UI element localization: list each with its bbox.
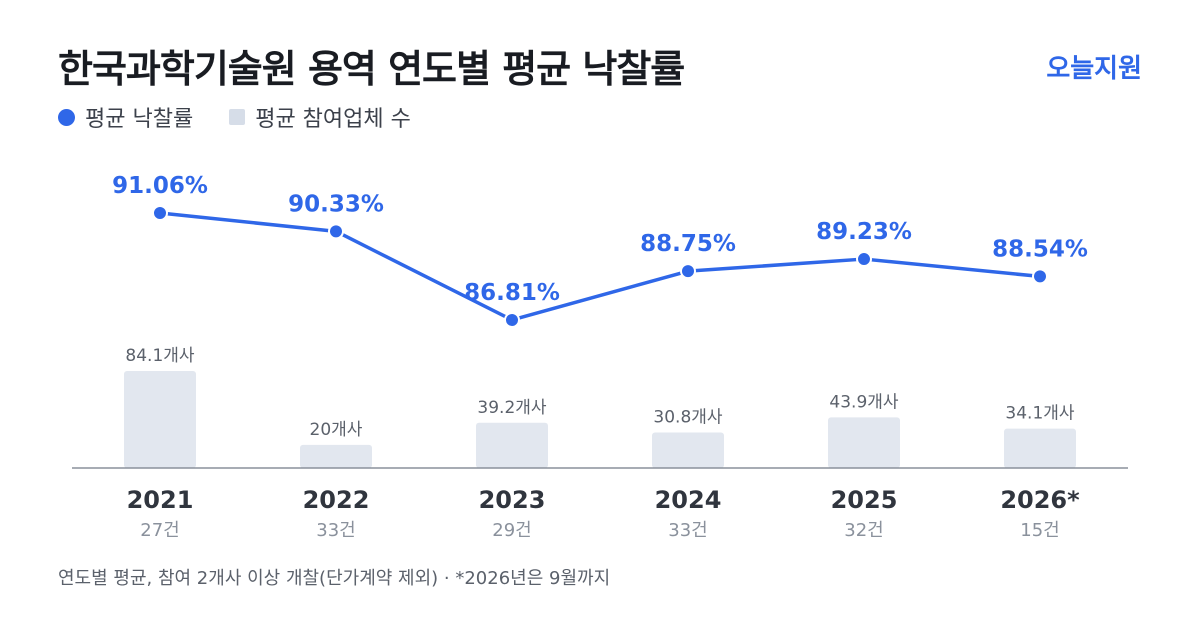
legend: 평균 낙찰률 평균 참여업체 수: [58, 101, 411, 133]
rate-value-label: 90.33%: [288, 191, 384, 217]
x-tick-label: 2024: [655, 486, 722, 514]
bar-value-label: 20개사: [310, 420, 363, 440]
count-label: 15건: [1020, 520, 1059, 541]
rate-point: [1032, 268, 1048, 285]
x-tick-label: 2025: [831, 486, 898, 514]
x-tick-label: 2021: [127, 486, 194, 514]
bar: [124, 371, 196, 468]
count-label: 33건: [316, 520, 355, 541]
count-label: 33건: [668, 520, 707, 541]
rate-point: [680, 263, 696, 280]
bar: [300, 444, 372, 468]
legend-item-bidders: 평균 참여업체 수: [229, 101, 411, 133]
bar-value-label: 30.8개사: [653, 407, 722, 427]
rate-value-label: 88.54%: [992, 236, 1088, 262]
count-label: 32건: [844, 520, 883, 541]
bar-value-label: 34.1개사: [1005, 404, 1074, 424]
bar: [1004, 428, 1076, 468]
rate-value-label: 88.75%: [640, 231, 736, 257]
legend-dot-icon: [58, 108, 75, 126]
rate-point: [856, 251, 872, 268]
bar: [652, 432, 724, 468]
rate-point: [152, 205, 168, 221]
rate-value-label: 89.23%: [816, 219, 912, 245]
footnote: 연도별 평균, 참여 2개사 이상 개찰(단가계약 제외) · *2026년은 …: [58, 568, 611, 589]
brand-logo[interactable]: 오늘지원: [1046, 54, 1142, 84]
x-tick-label: 2026*: [1000, 486, 1080, 514]
x-tick-label: 2022: [303, 486, 370, 514]
rate-line: [158, 211, 1042, 322]
rate-value-label: 91.06%: [112, 173, 208, 199]
bar-value-label: 43.9개사: [829, 392, 898, 412]
count-label: 27건: [140, 520, 179, 541]
count-label: 29건: [492, 520, 531, 541]
x-tick-label: 2023: [479, 486, 546, 514]
bar: [828, 417, 900, 468]
legend-item-rate: 평균 낙찰률: [58, 101, 193, 133]
bar: [476, 422, 548, 468]
rate-point: [328, 223, 344, 240]
legend-label-bidders: 평균 참여업체 수: [255, 107, 411, 132]
chart-title: 한국과학기술원 용역 연도별 평균 낙찰률: [58, 47, 685, 91]
legend-label-rate: 평균 낙찰률: [85, 107, 194, 132]
bar-value-label: 39.2개사: [477, 398, 546, 418]
bar-value-label: 84.1개사: [125, 346, 194, 366]
rate-point: [504, 311, 520, 328]
rate-value-label: 86.81%: [464, 280, 560, 306]
legend-square-icon: [229, 109, 246, 125]
